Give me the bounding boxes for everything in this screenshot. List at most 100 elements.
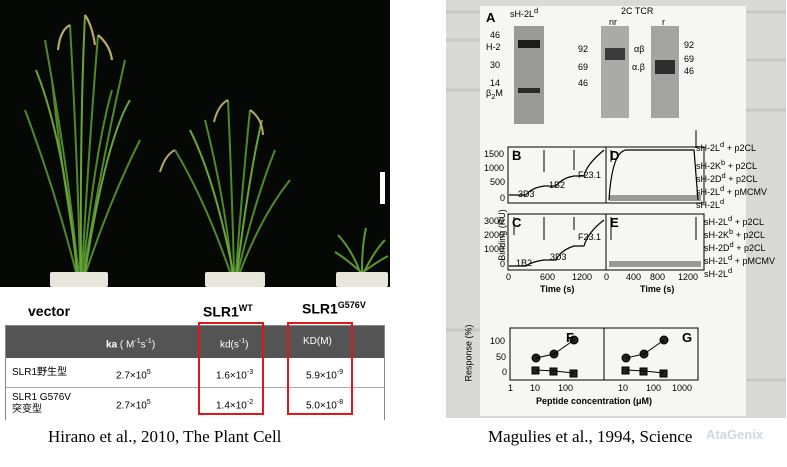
marker-mid: 92 bbox=[578, 44, 589, 54]
band-b2m: β2M bbox=[486, 88, 503, 101]
marker-left: 14 bbox=[490, 78, 501, 88]
marker-mid: 69 bbox=[578, 62, 589, 72]
legend-D-item: sH-2Ld + pMCMV bbox=[696, 184, 767, 197]
panel-C-label: C bbox=[512, 215, 522, 230]
row-kd: 1.6×10-3 bbox=[216, 369, 254, 382]
row-KD: 5.9×10-9 bbox=[306, 369, 344, 382]
panel-G-label: G bbox=[682, 330, 693, 345]
lane-title-tcr: 2C TCR bbox=[621, 6, 654, 16]
step-label: 1B2 bbox=[516, 258, 533, 268]
legend-E-item: sH-2Ld + p2CL bbox=[704, 214, 764, 227]
step-label: 3D3 bbox=[518, 189, 535, 199]
tick-B: 1000 bbox=[484, 163, 505, 173]
row-ka: 2.7×105 bbox=[116, 399, 151, 412]
legend-D-item: sH-2Ld + p2CL bbox=[696, 140, 756, 153]
legend-D-item: sH-2Kb + p2CL bbox=[696, 158, 757, 171]
tick-resp: 0 bbox=[502, 367, 508, 377]
rice-plants-illustration bbox=[0, 0, 390, 287]
binding-xlabel: Time (s) bbox=[540, 284, 575, 294]
tick-B: 500 bbox=[490, 177, 506, 187]
table-header-row: ka ( M-1s-1) kd(s-1) KD(M) bbox=[6, 326, 384, 358]
header-ka: ka ( M-1s-1) bbox=[106, 338, 156, 351]
tick-resp-x: 10 bbox=[530, 383, 541, 393]
tick-resp-x: 100 bbox=[646, 383, 662, 393]
table-row: SLR1野生型 2.7×105 1.6×10-3 5.9×10-9 bbox=[6, 358, 384, 388]
legend-D: sH-2Ld + p2CL sH-2Kb + p2CL sH-2Dd + p2C… bbox=[696, 140, 786, 210]
step-label: F23.1 bbox=[578, 232, 602, 242]
marker-left: 30 bbox=[490, 60, 501, 70]
vector-plant bbox=[24, 14, 141, 273]
marker-left: 46 bbox=[490, 30, 501, 40]
citation-right: Magulies et al., 1994, Science bbox=[488, 427, 693, 446]
legend-E-item: sH-2Ld + pMCMV bbox=[704, 253, 775, 266]
response-xlabel: Peptide concentration (μM) bbox=[536, 396, 653, 406]
tick-x: 1200 bbox=[572, 272, 593, 282]
panel-E-label: E bbox=[610, 215, 619, 230]
lane-title-r: r bbox=[662, 17, 665, 27]
header-KD: KD(M) bbox=[303, 336, 332, 347]
tick-B: 0 bbox=[500, 193, 506, 203]
plant-photo bbox=[0, 0, 390, 287]
tick-C: 3000 bbox=[484, 216, 505, 226]
legend-E-item: sH-2Dd + p2CL bbox=[704, 240, 766, 253]
band-a-b: α.β bbox=[632, 62, 645, 72]
step-label: F23.1 bbox=[578, 170, 602, 180]
band-h2: H-2 bbox=[486, 42, 501, 52]
panel-G-frame bbox=[603, 327, 699, 381]
tick-x: 400 bbox=[626, 272, 642, 282]
row-name: SLR1 G576V 突变型 bbox=[12, 392, 71, 415]
tick-x: 1200 bbox=[678, 272, 699, 282]
wt-plant bbox=[174, 99, 291, 273]
tick-x: 600 bbox=[540, 272, 556, 282]
binding-xlabel-right: Time (s) bbox=[640, 284, 675, 294]
tick-resp: 50 bbox=[496, 352, 507, 362]
tick-resp-x: 100 bbox=[558, 383, 574, 393]
row-kd: 1.4×10-2 bbox=[216, 399, 254, 412]
legend-E: sH-2Ld + p2CL sH-2Kb + p2CL sH-2Dd + p2C… bbox=[704, 214, 786, 279]
tick-resp-x: 10 bbox=[618, 383, 629, 393]
tick-C: 2000 bbox=[484, 230, 505, 240]
row-ka: 2.7×105 bbox=[116, 369, 151, 382]
citation-left: Hirano et al., 2010, The Plant Cell bbox=[48, 427, 282, 446]
step-label: 1B2 bbox=[549, 180, 566, 190]
tick-resp-x: 1 bbox=[508, 383, 514, 393]
kinetics-table: ka ( M-1s-1) kd(s-1) KD(M) SLR1野生型 2.7×1… bbox=[5, 325, 385, 420]
marker-right: 69 bbox=[684, 54, 695, 64]
band-ab: αβ bbox=[634, 44, 645, 54]
panel-D-label: D bbox=[610, 148, 620, 163]
panel-F-label: F bbox=[566, 330, 574, 345]
mutant-plant bbox=[334, 227, 389, 273]
marker-mid: 46 bbox=[578, 78, 589, 88]
panel-A-label: A bbox=[486, 10, 496, 25]
step-label: 3D3 bbox=[550, 252, 567, 262]
legend-E-item: sH-2Kb + p2CL bbox=[704, 227, 765, 240]
tick-x: 800 bbox=[650, 272, 666, 282]
genotype-label-vector: vector bbox=[28, 303, 71, 319]
marker-right: 46 bbox=[684, 66, 695, 76]
gel-lane-nr bbox=[601, 26, 629, 118]
row-name: SLR1野生型 bbox=[12, 367, 68, 378]
legend-E-item: sH-2Ld bbox=[704, 266, 733, 279]
tick-B: 1500 bbox=[484, 149, 505, 159]
panel-E-frame bbox=[605, 213, 705, 271]
kd-highlight-box bbox=[198, 322, 264, 415]
row-KD: 5.0×10-8 bbox=[306, 399, 344, 412]
watermark-logo: AtaGenix bbox=[706, 427, 764, 442]
legend-D-item: sH-2Ld bbox=[696, 197, 725, 210]
paper-figure: A sH-2Ld 2C TCR nr r 46 30 14 H-2 β2M 92… bbox=[446, 0, 786, 418]
tick-x: 0 bbox=[506, 272, 512, 282]
marker-right: 92 bbox=[684, 40, 695, 50]
tick-resp-x: 1000 bbox=[672, 383, 693, 393]
scale-bar bbox=[380, 172, 385, 204]
figure-graphics bbox=[446, 6, 786, 416]
tick-C: 0 bbox=[500, 259, 506, 269]
panel-D-frame bbox=[605, 146, 705, 204]
header-kd: kd(s-1) bbox=[220, 338, 249, 351]
lane-title-nr: nr bbox=[609, 17, 618, 27]
tick-resp: 100 bbox=[490, 336, 506, 346]
response-ylabel: Response (%) bbox=[463, 324, 474, 382]
tick-x: 0 bbox=[604, 272, 610, 282]
legend-D-item: sH-2Dd + p2CL bbox=[696, 171, 758, 184]
panel-B-label: B bbox=[512, 148, 522, 163]
genotype-label-mutant: SLR1G576V bbox=[302, 300, 366, 317]
